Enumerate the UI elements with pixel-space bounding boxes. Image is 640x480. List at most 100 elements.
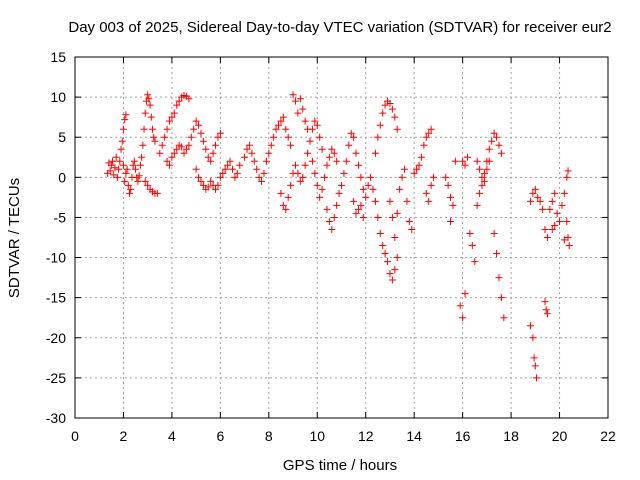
data-point <box>272 125 280 133</box>
data-point <box>270 133 278 141</box>
data-point <box>359 185 367 193</box>
data-point <box>212 185 220 193</box>
data-point <box>531 362 539 370</box>
data-point <box>126 189 134 197</box>
data-point <box>478 173 486 181</box>
y-tick-label: 15 <box>50 49 66 65</box>
x-tick-label: 4 <box>168 428 176 444</box>
data-point <box>367 173 375 181</box>
y-axis-title: SDTVAR / TECUs <box>6 178 23 298</box>
x-tick-label: 12 <box>358 428 374 444</box>
data-point <box>316 133 324 141</box>
data-point <box>141 109 149 117</box>
data-point <box>294 109 302 117</box>
y-tick-label: -25 <box>46 370 66 386</box>
data-point <box>163 157 171 165</box>
data-point <box>328 225 336 233</box>
data-point <box>564 167 572 175</box>
data-point <box>190 125 198 133</box>
data-point <box>236 161 244 169</box>
data-point <box>530 354 538 362</box>
x-tick-label: 10 <box>309 428 325 444</box>
data-point <box>130 157 138 165</box>
data-point <box>381 250 389 258</box>
x-axis-title: GPS time / hours <box>283 457 397 474</box>
data-point <box>308 125 316 133</box>
data-point <box>216 129 224 137</box>
data-point <box>144 181 152 189</box>
data-point <box>410 169 418 177</box>
data-point <box>420 141 428 149</box>
data-point <box>526 197 534 205</box>
data-point <box>299 173 307 181</box>
data-point <box>121 116 129 124</box>
data-point <box>391 266 399 274</box>
data-point <box>279 113 287 121</box>
data-point <box>144 91 152 99</box>
data-point <box>158 141 166 149</box>
x-tick-label: 0 <box>71 428 79 444</box>
y-tick-label: -15 <box>46 290 66 306</box>
data-point <box>253 165 261 173</box>
data-point <box>422 189 430 197</box>
data-point <box>386 100 394 108</box>
data-point <box>132 165 140 173</box>
data-point <box>485 145 493 153</box>
data-point <box>304 149 312 157</box>
data-point <box>156 149 164 157</box>
data-point <box>531 185 539 193</box>
data-point <box>226 157 234 165</box>
data-series-sdtvar <box>104 91 573 382</box>
data-point <box>444 181 452 189</box>
data-point <box>282 205 290 213</box>
data-point <box>209 149 217 157</box>
plot-frame <box>74 56 609 419</box>
data-point <box>459 157 467 165</box>
data-point <box>163 125 171 133</box>
data-point <box>393 209 401 217</box>
data-point <box>541 298 549 306</box>
data-point <box>111 164 119 172</box>
data-point <box>556 217 564 225</box>
data-point <box>342 157 350 165</box>
x-tick-label: 18 <box>503 428 519 444</box>
data-point <box>536 197 544 205</box>
data-point <box>553 209 561 217</box>
data-point <box>500 314 508 322</box>
grid <box>75 57 608 418</box>
data-point <box>150 133 158 141</box>
data-point <box>354 161 362 169</box>
data-point <box>141 177 149 185</box>
data-point <box>121 177 129 185</box>
data-point <box>330 213 338 221</box>
data-point <box>228 165 236 173</box>
data-point <box>533 374 541 382</box>
data-point <box>376 121 384 129</box>
data-point <box>546 205 554 213</box>
data-point <box>122 169 130 177</box>
data-point <box>110 171 118 179</box>
data-point <box>195 121 203 129</box>
data-point <box>296 177 304 185</box>
data-point <box>175 97 183 105</box>
data-point <box>138 153 146 161</box>
data-point <box>529 334 537 342</box>
data-point <box>115 165 123 173</box>
data-point <box>391 113 399 121</box>
data-point <box>391 234 399 241</box>
data-point <box>427 125 435 133</box>
data-point <box>493 133 501 141</box>
data-point <box>146 101 154 109</box>
data-point <box>178 143 186 151</box>
data-point <box>221 165 229 173</box>
data-point <box>369 185 377 193</box>
data-point <box>396 185 404 193</box>
data-point <box>333 157 341 165</box>
data-point <box>560 236 568 244</box>
data-point <box>461 161 469 169</box>
data-point <box>483 165 491 173</box>
data-point <box>325 153 333 161</box>
data-point <box>296 95 304 103</box>
data-point <box>403 197 411 205</box>
data-point <box>461 290 469 298</box>
